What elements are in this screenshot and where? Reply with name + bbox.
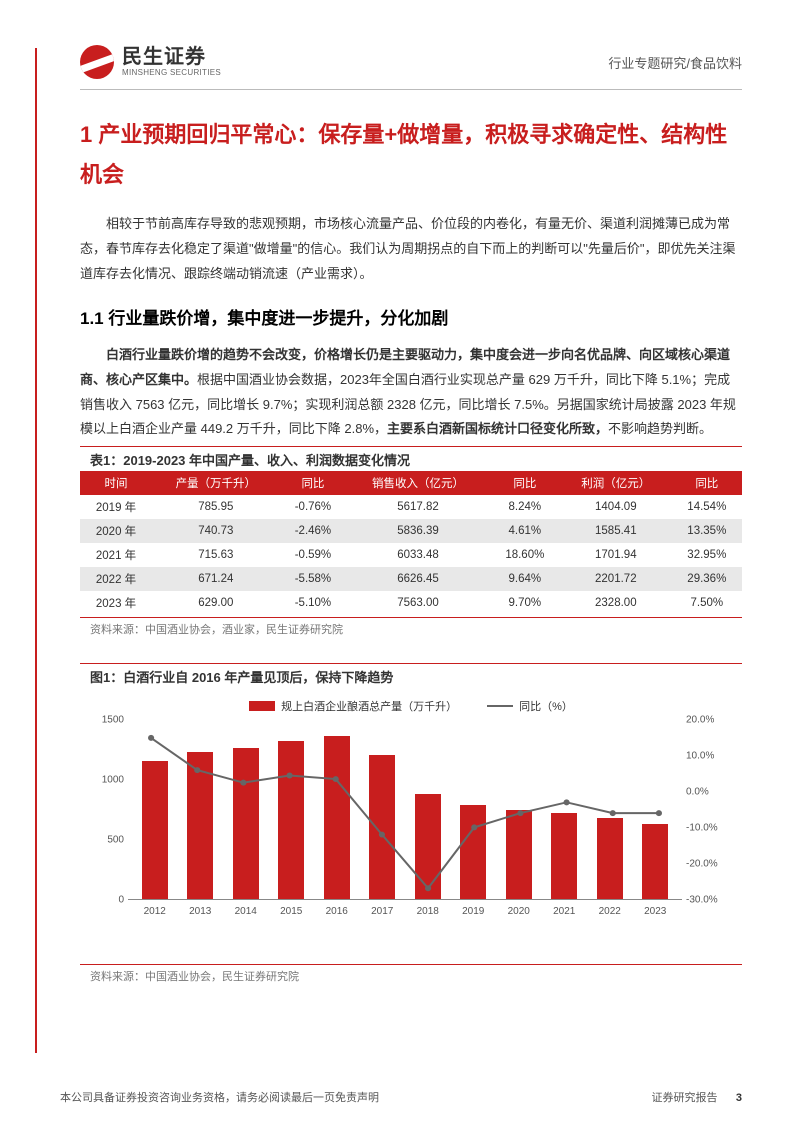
legend-bar-label: 规上白酒企业酿酒总产量（万千升） bbox=[281, 698, 457, 714]
table-row: 2019 年785.95-0.76%5617.828.24%1404.0914.… bbox=[80, 495, 742, 519]
page-footer: 本公司具备证券投资咨询业务资格，请务必阅读最后一页免责声明 证券研究报告 3 bbox=[60, 1089, 742, 1105]
legend-bar-item: 规上白酒企业酿酒总产量（万千升） bbox=[249, 698, 457, 714]
bar bbox=[233, 748, 259, 899]
table-cell: 32.95% bbox=[672, 543, 742, 567]
table-title: 表1：2019-2023 年中国产量、收入、利润数据变化情况 bbox=[80, 446, 742, 469]
bar bbox=[551, 813, 577, 899]
table-cell: 2201.72 bbox=[560, 567, 672, 591]
table-cell: 671.24 bbox=[152, 567, 280, 591]
para-bold-2: 主要系白酒新国标统计口径变化所致， bbox=[387, 421, 608, 436]
subsection-paragraph: 白酒行业量跌价增的趋势不会改变，价格增长仍是主要驱动力，集中度会进一步向名优品牌… bbox=[80, 343, 742, 442]
table-cell: 785.95 bbox=[152, 495, 280, 519]
table-cell: 740.73 bbox=[152, 519, 280, 543]
figure-title: 图1：白酒行业自 2016 年产量见顶后，保持下降趋势 bbox=[80, 663, 742, 686]
figure-source: 资料来源：中国酒业协会，民生证券研究院 bbox=[80, 964, 742, 984]
table-header-cell: 同比 bbox=[490, 471, 560, 495]
table-header-cell: 利润（亿元） bbox=[560, 471, 672, 495]
header-category: 行业专题研究/食品饮料 bbox=[608, 53, 742, 72]
table-cell: 6033.48 bbox=[346, 543, 489, 567]
y-axis-right: 20.0%10.0%0.0%-10.0%-20.0%-30.0% bbox=[686, 720, 732, 930]
table-row: 2020 年740.73-2.46%5836.394.61%1585.4113.… bbox=[80, 519, 742, 543]
bar bbox=[369, 755, 395, 899]
bar bbox=[187, 752, 213, 899]
data-table: 时间产量（万千升）同比销售收入（亿元）同比利润（亿元）同比 2019 年785.… bbox=[80, 471, 742, 615]
bar bbox=[642, 824, 668, 899]
table-cell: 1585.41 bbox=[560, 519, 672, 543]
table-row: 2022 年671.24-5.58%6626.459.64%2201.7229.… bbox=[80, 567, 742, 591]
intro-paragraph: 相较于节前高库存导致的悲观预期，市场核心流量产品、价位段的内卷化，有量无价、渠道… bbox=[80, 212, 742, 286]
table-cell: 7563.00 bbox=[346, 591, 489, 615]
page-number: 3 bbox=[736, 1092, 742, 1104]
table-cell: 7.50% bbox=[672, 591, 742, 615]
table-cell: 629.00 bbox=[152, 591, 280, 615]
table-cell: -0.76% bbox=[280, 495, 347, 519]
page-header: 民生证券 MINSHENG SECURITIES 行业专题研究/食品饮料 bbox=[80, 45, 742, 90]
table-header-cell: 同比 bbox=[672, 471, 742, 495]
legend-line-item: 同比（%） bbox=[487, 698, 573, 714]
table-cell: -2.46% bbox=[280, 519, 347, 543]
table-cell: 9.70% bbox=[490, 591, 560, 615]
table-cell: -5.10% bbox=[280, 591, 347, 615]
logo-en-text: MINSHENG SECURITIES bbox=[122, 69, 221, 77]
table-cell: -0.59% bbox=[280, 543, 347, 567]
line-swatch-icon bbox=[487, 705, 513, 707]
table-cell: 2023 年 bbox=[80, 591, 152, 615]
table-cell: 5836.39 bbox=[346, 519, 489, 543]
bar bbox=[142, 761, 168, 899]
chart-bars bbox=[128, 720, 682, 899]
table-cell: 2022 年 bbox=[80, 567, 152, 591]
bar bbox=[278, 741, 304, 899]
subsection-heading: 1.1 行业量跌价增，集中度进一步提升，分化加剧 bbox=[80, 304, 742, 329]
bar bbox=[460, 805, 486, 899]
footer-disclaimer: 本公司具备证券投资咨询业务资格，请务必阅读最后一页免责声明 bbox=[60, 1089, 379, 1105]
footer-report-type: 证券研究报告 bbox=[652, 1092, 718, 1104]
table-cell: 2021 年 bbox=[80, 543, 152, 567]
table-cell: 4.61% bbox=[490, 519, 560, 543]
table-cell: 6626.45 bbox=[346, 567, 489, 591]
bar bbox=[415, 794, 441, 899]
bar bbox=[506, 810, 532, 899]
table-cell: -5.58% bbox=[280, 567, 347, 591]
bar bbox=[597, 818, 623, 899]
table-cell: 2020 年 bbox=[80, 519, 152, 543]
logo-mark-icon bbox=[80, 45, 114, 79]
para-plain-2: 不影响趋势判断。 bbox=[608, 421, 712, 436]
table-cell: 1404.09 bbox=[560, 495, 672, 519]
table-cell: 715.63 bbox=[152, 543, 280, 567]
table-header-cell: 产量（万千升） bbox=[152, 471, 280, 495]
company-logo: 民生证券 MINSHENG SECURITIES bbox=[80, 45, 221, 79]
bar-swatch-icon bbox=[249, 701, 275, 711]
table-cell: 13.35% bbox=[672, 519, 742, 543]
table-cell: 5617.82 bbox=[346, 495, 489, 519]
table-cell: 1701.94 bbox=[560, 543, 672, 567]
table-cell: 2328.00 bbox=[560, 591, 672, 615]
table-cell: 2019 年 bbox=[80, 495, 152, 519]
table-cell: 29.36% bbox=[672, 567, 742, 591]
logo-cn-text: 民生证券 bbox=[122, 47, 221, 67]
chart-plot-area: 2012201320142015201620172018201920202021… bbox=[128, 720, 682, 900]
figure-chart: 规上白酒企业酿酒总产量（万千升） 同比（%） 050010001500 20.0… bbox=[80, 694, 742, 930]
table-row: 2021 年715.63-0.59%6033.4818.60%1701.9432… bbox=[80, 543, 742, 567]
table-row: 2023 年629.00-5.10%7563.009.70%2328.007.5… bbox=[80, 591, 742, 615]
table-cell: 18.60% bbox=[490, 543, 560, 567]
chart-legend: 规上白酒企业酿酒总产量（万千升） 同比（%） bbox=[90, 698, 732, 714]
table-header-cell: 销售收入（亿元） bbox=[346, 471, 489, 495]
table-header-cell: 时间 bbox=[80, 471, 152, 495]
legend-line-label: 同比（%） bbox=[519, 698, 573, 714]
table-header-cell: 同比 bbox=[280, 471, 347, 495]
table-cell: 8.24% bbox=[490, 495, 560, 519]
x-axis-labels: 2012201320142015201620172018201920202021… bbox=[128, 906, 682, 917]
y-axis-left: 050010001500 bbox=[90, 720, 124, 930]
bar bbox=[324, 736, 350, 899]
table-source: 资料来源：中国酒业协会，酒业家，民生证券研究院 bbox=[80, 617, 742, 637]
table-cell: 14.54% bbox=[672, 495, 742, 519]
section-heading: 1 产业预期回归平常心：保存量+做增量，积极寻求确定性、结构性机会 bbox=[80, 115, 742, 194]
table-cell: 9.64% bbox=[490, 567, 560, 591]
